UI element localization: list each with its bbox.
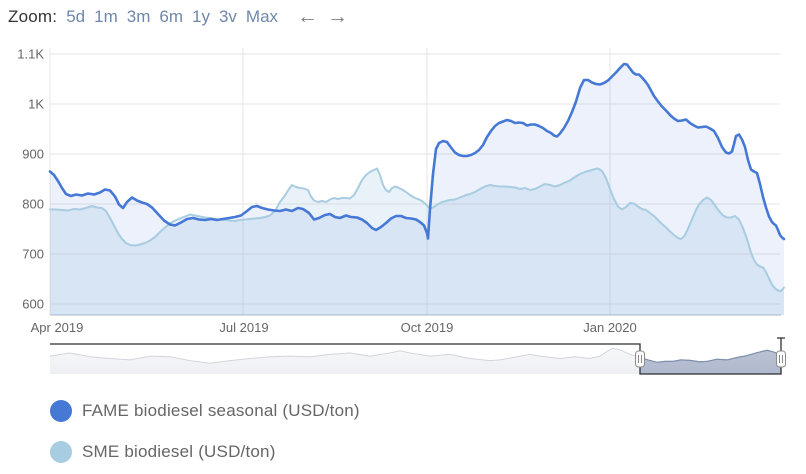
y-axis-label: 700 [22,247,44,262]
navigator-mask[interactable] [50,344,640,374]
x-axis-label: Jan 2020 [583,320,637,335]
navigator-handle-right[interactable] [776,350,786,368]
legend-item-fame[interactable]: FAME biodiesel seasonal (USD/ton) [50,399,360,423]
range-button-3m[interactable]: 3m [126,6,151,26]
y-axis-label: 900 [22,147,44,162]
y-axis-label: 1K [28,97,44,112]
chart-legend: FAME biodiesel seasonal (USD/ton) SME bi… [50,399,360,474]
series-marker-sme-icon [50,441,72,463]
y-axis-label: 1.1K [17,47,44,62]
range-button-max[interactable]: Max [245,6,279,26]
y-axis-label: 600 [22,297,44,312]
scroll-left-arrow-icon[interactable]: ← [297,5,319,28]
y-axis-label: 800 [22,197,44,212]
range-button-3v[interactable]: 3v [218,6,237,26]
fame-series-line [48,62,786,241]
range-button-1y[interactable]: 1y [191,6,210,26]
series-marker-fame-icon [50,400,72,422]
price-chart: 600 700 800 900 1K 1.1K Apr 2019 Jul 2019 Oct 20… [17,47,786,375]
legend-label-fame: FAME biodiesel seasonal (USD/ton) [82,401,360,420]
range-button-6m[interactable]: 6m [159,6,183,26]
x-axis-label: Jul 2019 [219,320,268,335]
fame-area [50,64,784,315]
sme-series-line [49,167,785,292]
legend-label-sme: SME biodiesel (USD/ton) [82,442,276,461]
range-button-5d[interactable]: 5d [66,6,86,26]
sme-area [50,168,784,315]
navigator-selected-range[interactable] [50,348,781,374]
x-axis-label: Apr 2019 [31,320,84,335]
scroll-right-arrow-icon[interactable]: → [327,5,349,28]
range-button-1m[interactable]: 1m [94,6,118,26]
navigator-handle-left[interactable] [635,350,645,368]
legend-item-sme[interactable]: SME biodiesel (USD/ton) [50,440,360,464]
range-selector: Zoom: 5d 1m 3m 6m 1y 3v Max ← → [8,6,348,27]
range-selector-label: Zoom: [8,6,58,26]
x-axis-label: Oct 2019 [401,320,454,335]
